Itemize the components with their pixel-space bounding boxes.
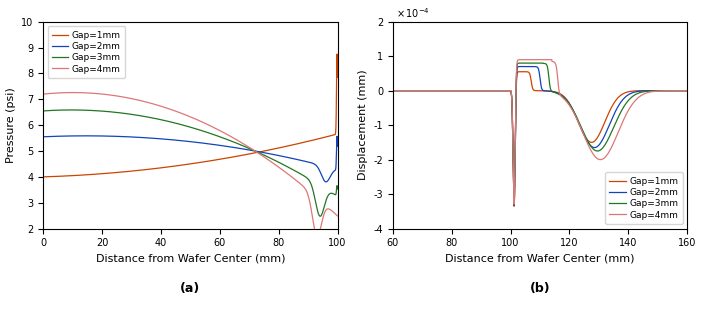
Gap=4mm [668,89,676,93]
Line: Gap=1mm: Gap=1mm [393,72,687,206]
Gap=2mm [683,89,691,92]
Gap=3mm [333,187,342,191]
Gap=4mm [683,89,691,92]
Gap=2mm [406,89,415,92]
Gap=3mm [668,89,676,92]
Legend: Gap=1mm, Gap=2mm, Gap=3mm, Gap=4mm: Gap=1mm, Gap=2mm, Gap=3mm, Gap=4mm [605,172,683,224]
Gap=3mm [93,109,101,112]
Gap=1mm [258,150,267,153]
Gap=1mm [446,89,455,92]
Gap=2mm [81,134,90,138]
Gap=3mm [401,89,409,92]
Gap=1mm [406,89,415,92]
Gap=3mm [258,153,267,156]
Gap=3mm [390,89,398,92]
Gap=4mm [406,89,415,92]
Gap=4mm [69,91,77,95]
Gap=3mm [526,61,534,65]
Gap=3mm [446,89,455,92]
Gap=1mm [333,52,341,56]
Gap=4mm [39,92,47,96]
Line: Gap=2mm: Gap=2mm [43,136,338,182]
Gap=4mm [533,58,541,61]
Gap=2mm [281,155,289,159]
Gap=2mm [390,89,398,92]
Gap=1mm [683,89,691,92]
Gap=4mm [216,129,224,132]
Gap=4mm [446,89,455,92]
Gap=3mm [316,214,324,218]
Gap=4mm [401,89,409,92]
Gap=4mm [390,89,398,92]
Line: Gap=3mm: Gap=3mm [393,63,687,205]
Gap=4mm [333,214,342,218]
Gap=2mm [258,150,267,154]
Gap=1mm [39,175,47,179]
Gap=3mm [216,135,224,138]
Legend: Gap=1mm, Gap=2mm, Gap=3mm, Gap=4mm: Gap=1mm, Gap=2mm, Gap=3mm, Gap=4mm [48,26,126,78]
Gap=3mm [67,108,76,112]
Gap=1mm [230,155,239,159]
Gap=4mm [389,89,397,92]
Gap=4mm [530,58,538,61]
Gap=2mm [533,65,541,69]
Gap=2mm [216,143,224,147]
X-axis label: Distance from Wafer Center (mm): Distance from Wafer Center (mm) [95,254,285,264]
Gap=3mm [683,89,691,92]
Gap=2mm [230,146,239,150]
Gap=4mm [258,154,267,158]
Gap=3mm [39,109,47,113]
Gap=3mm [389,89,397,92]
Gap=1mm [668,89,676,92]
Gap=1mm [533,89,541,92]
Y-axis label: Displacement (mm): Displacement (mm) [358,70,368,180]
Gap=4mm [93,92,101,95]
Gap=2mm [522,65,531,68]
Gap=2mm [389,89,397,92]
Gap=2mm [39,135,47,139]
Gap=3mm [406,89,415,92]
Line: Gap=3mm: Gap=3mm [43,110,338,216]
X-axis label: Distance from Wafer Center (mm): Distance from Wafer Center (mm) [445,254,635,264]
Gap=1mm [518,70,526,74]
Gap=1mm [152,167,160,170]
Line: Gap=4mm: Gap=4mm [43,93,338,236]
Line: Gap=2mm: Gap=2mm [393,66,687,205]
Line: Gap=4mm: Gap=4mm [393,60,687,204]
Text: (b): (b) [530,282,550,295]
Gap=1mm [333,75,342,79]
Text: $\times\,10^{-4}$: $\times\,10^{-4}$ [396,6,430,20]
Gap=1mm [93,172,101,176]
Gap=2mm [322,180,330,184]
Text: (a): (a) [180,282,200,295]
Gap=2mm [446,89,455,92]
Gap=4mm [510,202,518,206]
Gap=3mm [533,61,541,65]
Gap=1mm [401,89,409,92]
Y-axis label: Pressure (psi): Pressure (psi) [6,87,15,163]
Gap=1mm [510,205,518,208]
Gap=3mm [230,141,239,144]
Gap=2mm [333,144,342,148]
Gap=2mm [152,137,160,140]
Gap=4mm [313,235,322,238]
Gap=2mm [510,204,518,207]
Gap=3mm [281,164,289,167]
Gap=3mm [152,117,160,121]
Line: Gap=1mm: Gap=1mm [43,54,338,177]
Gap=2mm [668,89,676,92]
Gap=4mm [281,170,289,174]
Gap=1mm [390,89,398,92]
Gap=3mm [510,203,518,207]
Gap=4mm [230,137,239,141]
Gap=1mm [281,145,289,148]
Gap=1mm [389,89,397,92]
Gap=2mm [93,134,101,138]
Gap=1mm [216,157,224,161]
Gap=4mm [152,103,160,107]
Gap=2mm [401,89,409,92]
